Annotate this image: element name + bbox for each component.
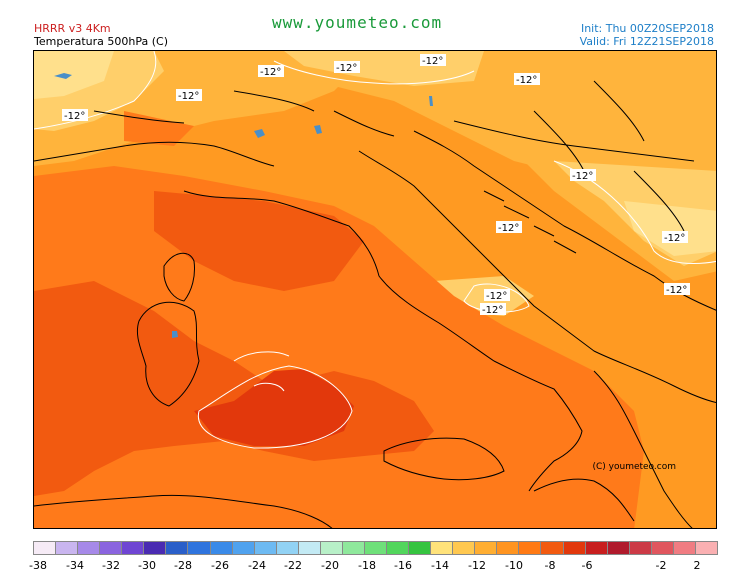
- legend-swatch: [319, 541, 343, 555]
- legend-swatch: [474, 541, 498, 555]
- parameter-name: Temperatura 500hPa (C): [34, 35, 168, 48]
- legend-swatch: [275, 541, 299, 555]
- svg-text:-12°: -12°: [486, 291, 507, 302]
- svg-text:-12°: -12°: [260, 67, 281, 78]
- legend-swatch: [496, 541, 520, 555]
- legend-tick-label: -2: [655, 559, 667, 572]
- legend-tick-label: -20: [321, 559, 339, 572]
- contour-labels: -12° -12° -12° -12° -12° -12° -12° -12° …: [62, 54, 690, 316]
- contour-label: -12°: [480, 303, 506, 316]
- legend-tick-label: -32: [102, 559, 120, 572]
- temperature-map: -12° -12° -12° -12° -12° -12° -12° -12° …: [33, 50, 717, 529]
- coldest-zones: [34, 51, 716, 256]
- legend-swatch: [297, 541, 321, 555]
- legend-swatch: [209, 541, 233, 555]
- contour-label: -12°: [664, 283, 690, 296]
- model-name: HRRR v3 4Km: [34, 22, 111, 35]
- legend-tick-label: -34: [66, 559, 84, 572]
- contour-label: -12°: [258, 65, 284, 78]
- legend-tick-label: -14: [431, 559, 449, 572]
- svg-text:-12°: -12°: [516, 75, 537, 86]
- legend-tick-label: -10: [505, 559, 523, 572]
- legend-swatch: [231, 541, 255, 555]
- legend-swatch: [628, 541, 652, 555]
- legend-swatch: [143, 541, 167, 555]
- legend-swatch: [694, 541, 718, 555]
- legend-swatch: [430, 541, 454, 555]
- legend-tick-label: -16: [394, 559, 412, 572]
- map-copyright: (C) youmeteo.com: [592, 462, 676, 472]
- legend-swatch: [363, 541, 387, 555]
- contour-label: -12°: [334, 61, 360, 74]
- legend-tick-label: 2: [693, 559, 701, 572]
- legend-swatch: [121, 541, 145, 555]
- legend-swatch: [187, 541, 211, 555]
- contour-label: -12°: [570, 169, 596, 182]
- legend-swatch: [77, 541, 101, 555]
- legend-ticks: -38 -34 -32 -30 -28 -26 -24 -22 -20 -18 -16 -14 -12-…: [29, 559, 717, 573]
- contour-label: -12°: [62, 109, 88, 122]
- legend-swatch: [584, 541, 608, 555]
- legend-tick-label: -38: [29, 559, 47, 572]
- legend-tick-label: -8: [544, 559, 556, 572]
- svg-text:-12°: -12°: [178, 91, 199, 102]
- legend-swatch: [341, 541, 365, 555]
- svg-text:-12°: -12°: [422, 56, 443, 67]
- legend-tick-label: -24: [248, 559, 266, 572]
- lakes: [54, 73, 433, 338]
- coastlines: [34, 80, 716, 528]
- svg-text:-12°: -12°: [572, 171, 593, 182]
- svg-text:-12°: -12°: [336, 63, 357, 74]
- legend-swatch: [650, 541, 674, 555]
- svg-text:-12°: -12°: [664, 233, 685, 244]
- hottest-zones: [194, 369, 354, 446]
- init-time: Init: Thu 00Z20SEP2018: [580, 22, 714, 35]
- map-canvas: -12° -12° -12° -12° -12° -12° -12° -12° …: [34, 51, 716, 528]
- legend-swatch: [165, 541, 189, 555]
- legend-tick-label: -18: [358, 559, 376, 572]
- legend-tick-label: -22: [284, 559, 302, 572]
- svg-text:-12°: -12°: [498, 223, 519, 234]
- contour-label: -12°: [662, 231, 688, 244]
- contour-label: -12°: [420, 54, 446, 67]
- contour-label: -12°: [484, 289, 510, 302]
- legend-tick-label: -12: [468, 559, 486, 572]
- legend-swatch: [33, 541, 57, 555]
- svg-text:-12°: -12°: [64, 111, 85, 122]
- color-legend: [33, 541, 718, 555]
- legend-swatch: [606, 541, 630, 555]
- contour-label: -12°: [496, 221, 522, 234]
- legend-swatch: [562, 541, 586, 555]
- legend-tick-label: -6: [581, 559, 593, 572]
- legend-swatch: [408, 541, 432, 555]
- legend-swatch: [452, 541, 476, 555]
- legend-swatch: [55, 541, 79, 555]
- legend-tick-label: -28: [174, 559, 192, 572]
- contour-label: -12°: [176, 89, 202, 102]
- legend-tick-label: -26: [211, 559, 229, 572]
- legend-swatch: [518, 541, 542, 555]
- svg-text:-12°: -12°: [482, 305, 503, 316]
- legend-swatch: [99, 541, 123, 555]
- legend-swatch: [253, 541, 277, 555]
- svg-text:-12°: -12°: [666, 285, 687, 296]
- legend-tick-label: -30: [138, 559, 156, 572]
- contour-label: -12°: [514, 73, 540, 86]
- site-url[interactable]: www.youmeteo.com: [272, 13, 443, 32]
- legend-swatch: [540, 541, 564, 555]
- valid-time: Valid: Fri 12Z21SEP2018: [579, 35, 714, 48]
- legend-swatch: [386, 541, 410, 555]
- legend-swatch: [672, 541, 696, 555]
